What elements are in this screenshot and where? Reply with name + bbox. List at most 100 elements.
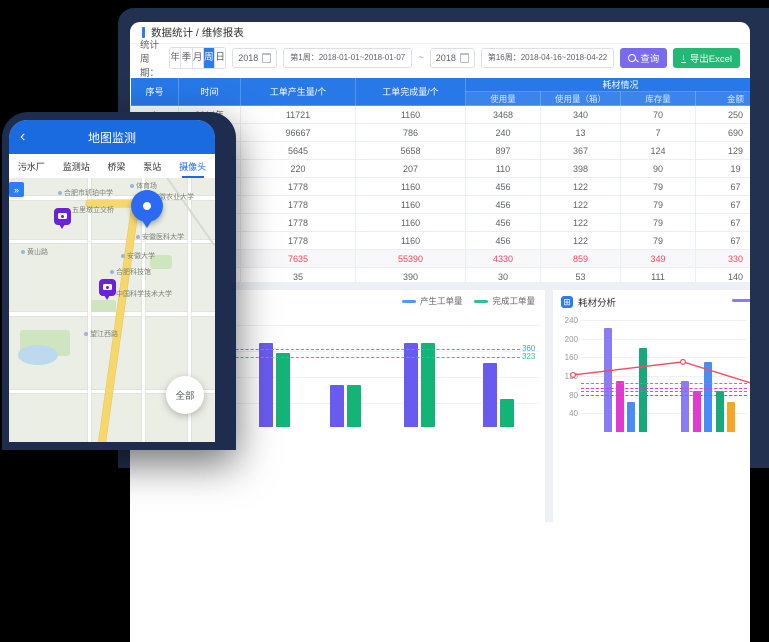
table-cell: 11721 <box>240 105 356 124</box>
table-cell: 122 <box>540 213 621 232</box>
table-cell: 30 <box>465 267 541 286</box>
map-road <box>142 178 145 442</box>
table-cell: 456 <box>465 177 541 196</box>
show-all-button[interactable]: 全部 <box>166 376 204 414</box>
breadcrumb: 数据统计 / 维修报表 <box>130 22 750 44</box>
y-axis-tick: 80 <box>569 390 578 400</box>
back-icon[interactable]: ‹ <box>20 128 26 145</box>
table-cell: 124 <box>620 141 696 160</box>
average-line <box>581 382 747 384</box>
col-header-created: 工单产生量/个 <box>240 77 356 106</box>
gridline <box>581 319 747 321</box>
table-cell: 7635 <box>240 249 356 268</box>
table-cell: 240 <box>465 123 541 142</box>
bar-完成工单量 <box>500 398 514 427</box>
table-cell: 367 <box>540 141 621 160</box>
table-cell: 1160 <box>355 105 466 124</box>
average-line <box>130 349 520 351</box>
table-cell: 3468 <box>465 105 541 124</box>
year-end-select[interactable]: 2018 <box>429 47 475 68</box>
map-poi-label: 合肥市琥珀中学 <box>58 188 113 198</box>
chart-title-icon: ⊞ <box>561 296 573 308</box>
table-cell: 690 <box>694 123 750 142</box>
period-option[interactable]: 季 <box>181 47 193 68</box>
table-cell: 122 <box>540 231 621 250</box>
map-poi-label: 安徽医科大学 <box>136 232 184 242</box>
phone-header: ‹ 地图监测 <box>9 120 215 154</box>
period-option[interactable]: 年 <box>170 47 182 68</box>
export-excel-button[interactable]: ↓ 导出Excel <box>673 47 740 68</box>
gridline <box>130 377 540 378</box>
gridline <box>130 325 540 326</box>
table-cell: 330 <box>694 249 750 268</box>
week-start-box[interactable]: 第1周：2018-01-01~2018-01-07 <box>283 47 413 68</box>
phone-tab-泵站[interactable]: 泵站 <box>143 161 162 172</box>
phone-tab-摄像头[interactable]: 摄像头 <box>179 156 206 177</box>
breadcrumb-accent-bar <box>142 27 145 38</box>
map-poi-label: 望江西路 <box>84 329 118 339</box>
table-cell: 79 <box>620 213 696 232</box>
table-row: 12014年117211160346834070250 <box>130 105 750 124</box>
legend-swatch <box>401 299 416 303</box>
table-cell: 220 <box>240 159 356 178</box>
camera-icon <box>103 284 112 290</box>
period-option[interactable]: 月 <box>192 47 204 68</box>
sub-column-header: 库存量 <box>620 91 696 106</box>
table-cell: 340 <box>540 105 621 124</box>
legend-item[interactable]: 产生工单量 <box>401 295 462 307</box>
average-line <box>581 387 747 389</box>
week-end-box[interactable]: 第16周：2018-04-16~2018-04-22 <box>480 47 615 68</box>
col-header-consumables-group: 耗材情况 <box>464 77 750 92</box>
gridline <box>581 357 747 359</box>
year-start-select[interactable]: 2018 <box>232 47 278 68</box>
phone-mockup: ‹ 地图监测 污水厂 监测站 桥梁 泵站 摄像头 » 全部 合肥市琥珀中学 体育场 安徽农业… <box>2 112 236 450</box>
map-poi-label: 中国科学技术大学 <box>110 289 172 299</box>
phone-tab-桥梁[interactable]: 桥梁 <box>107 161 126 172</box>
camera-marker[interactable] <box>99 279 116 300</box>
consumable-bar <box>615 381 624 432</box>
bar-产生工单量 <box>259 342 273 427</box>
table-cell: 90 <box>620 159 696 178</box>
period-option[interactable]: 周 <box>203 47 216 68</box>
chart-title: ⊞ 耗材分析 <box>561 295 616 309</box>
legend-item[interactable]: 完成工单量 <box>474 295 535 307</box>
gridline <box>581 413 747 415</box>
map-road <box>9 312 215 316</box>
filter-bar: 统计周期： 年季月周日 2018 第1周：2018-01-01~2018-01-… <box>130 40 750 79</box>
chart-legend: 产生工单量 完成工单量 <box>401 295 535 307</box>
period-option[interactable]: 日 <box>215 47 226 68</box>
map-poi-label: 五里墩立交桥 <box>66 205 114 215</box>
bar-完成工单量 <box>276 352 290 427</box>
trend-line-overlay <box>570 358 750 384</box>
table-cell: 5645 <box>240 141 356 160</box>
phone-tab-污水厂[interactable]: 污水厂 <box>17 161 45 172</box>
table-cell: 13 <box>540 123 621 142</box>
selected-location-pin[interactable] <box>131 190 163 228</box>
table-cell: 1778 <box>240 177 356 196</box>
table-cell: 456 <box>465 213 541 232</box>
phone-page-title: 地图监测 <box>87 130 136 145</box>
table-cell: 19 <box>694 159 750 178</box>
table-cell: 897 <box>465 141 541 160</box>
bar-完成工单量 <box>421 342 435 427</box>
camera-marker[interactable] <box>54 208 71 229</box>
map-road <box>9 196 215 200</box>
table-cell: 349 <box>620 249 696 268</box>
map-expand-button[interactable]: » <box>9 182 24 197</box>
consumable-bar <box>681 381 689 432</box>
gridline <box>581 338 747 340</box>
query-button[interactable]: 查询 <box>620 47 668 68</box>
map-road <box>9 240 215 243</box>
export-button-label: 导出Excel <box>689 53 732 65</box>
year-start-value: 2018 <box>238 52 259 63</box>
filter-label: 统计周期： <box>140 39 160 79</box>
table-cell: 786 <box>355 123 466 142</box>
map-view[interactable]: » 全部 合肥市琥珀中学 体育场 安徽农业大学 五里墩立交桥 安徽医科大学 安徽大学 合肥科… <box>9 178 215 442</box>
y-axis-tick: 160 <box>564 353 578 363</box>
table-cell: 79 <box>620 177 696 196</box>
consumable-bar <box>692 390 701 432</box>
phone-tab-监测站[interactable]: 监测站 <box>62 161 90 172</box>
map-poi-label: 黄山路 <box>21 247 48 257</box>
legend-swatch <box>474 299 489 303</box>
map-poi-label: 合肥科技馆 <box>110 267 151 277</box>
